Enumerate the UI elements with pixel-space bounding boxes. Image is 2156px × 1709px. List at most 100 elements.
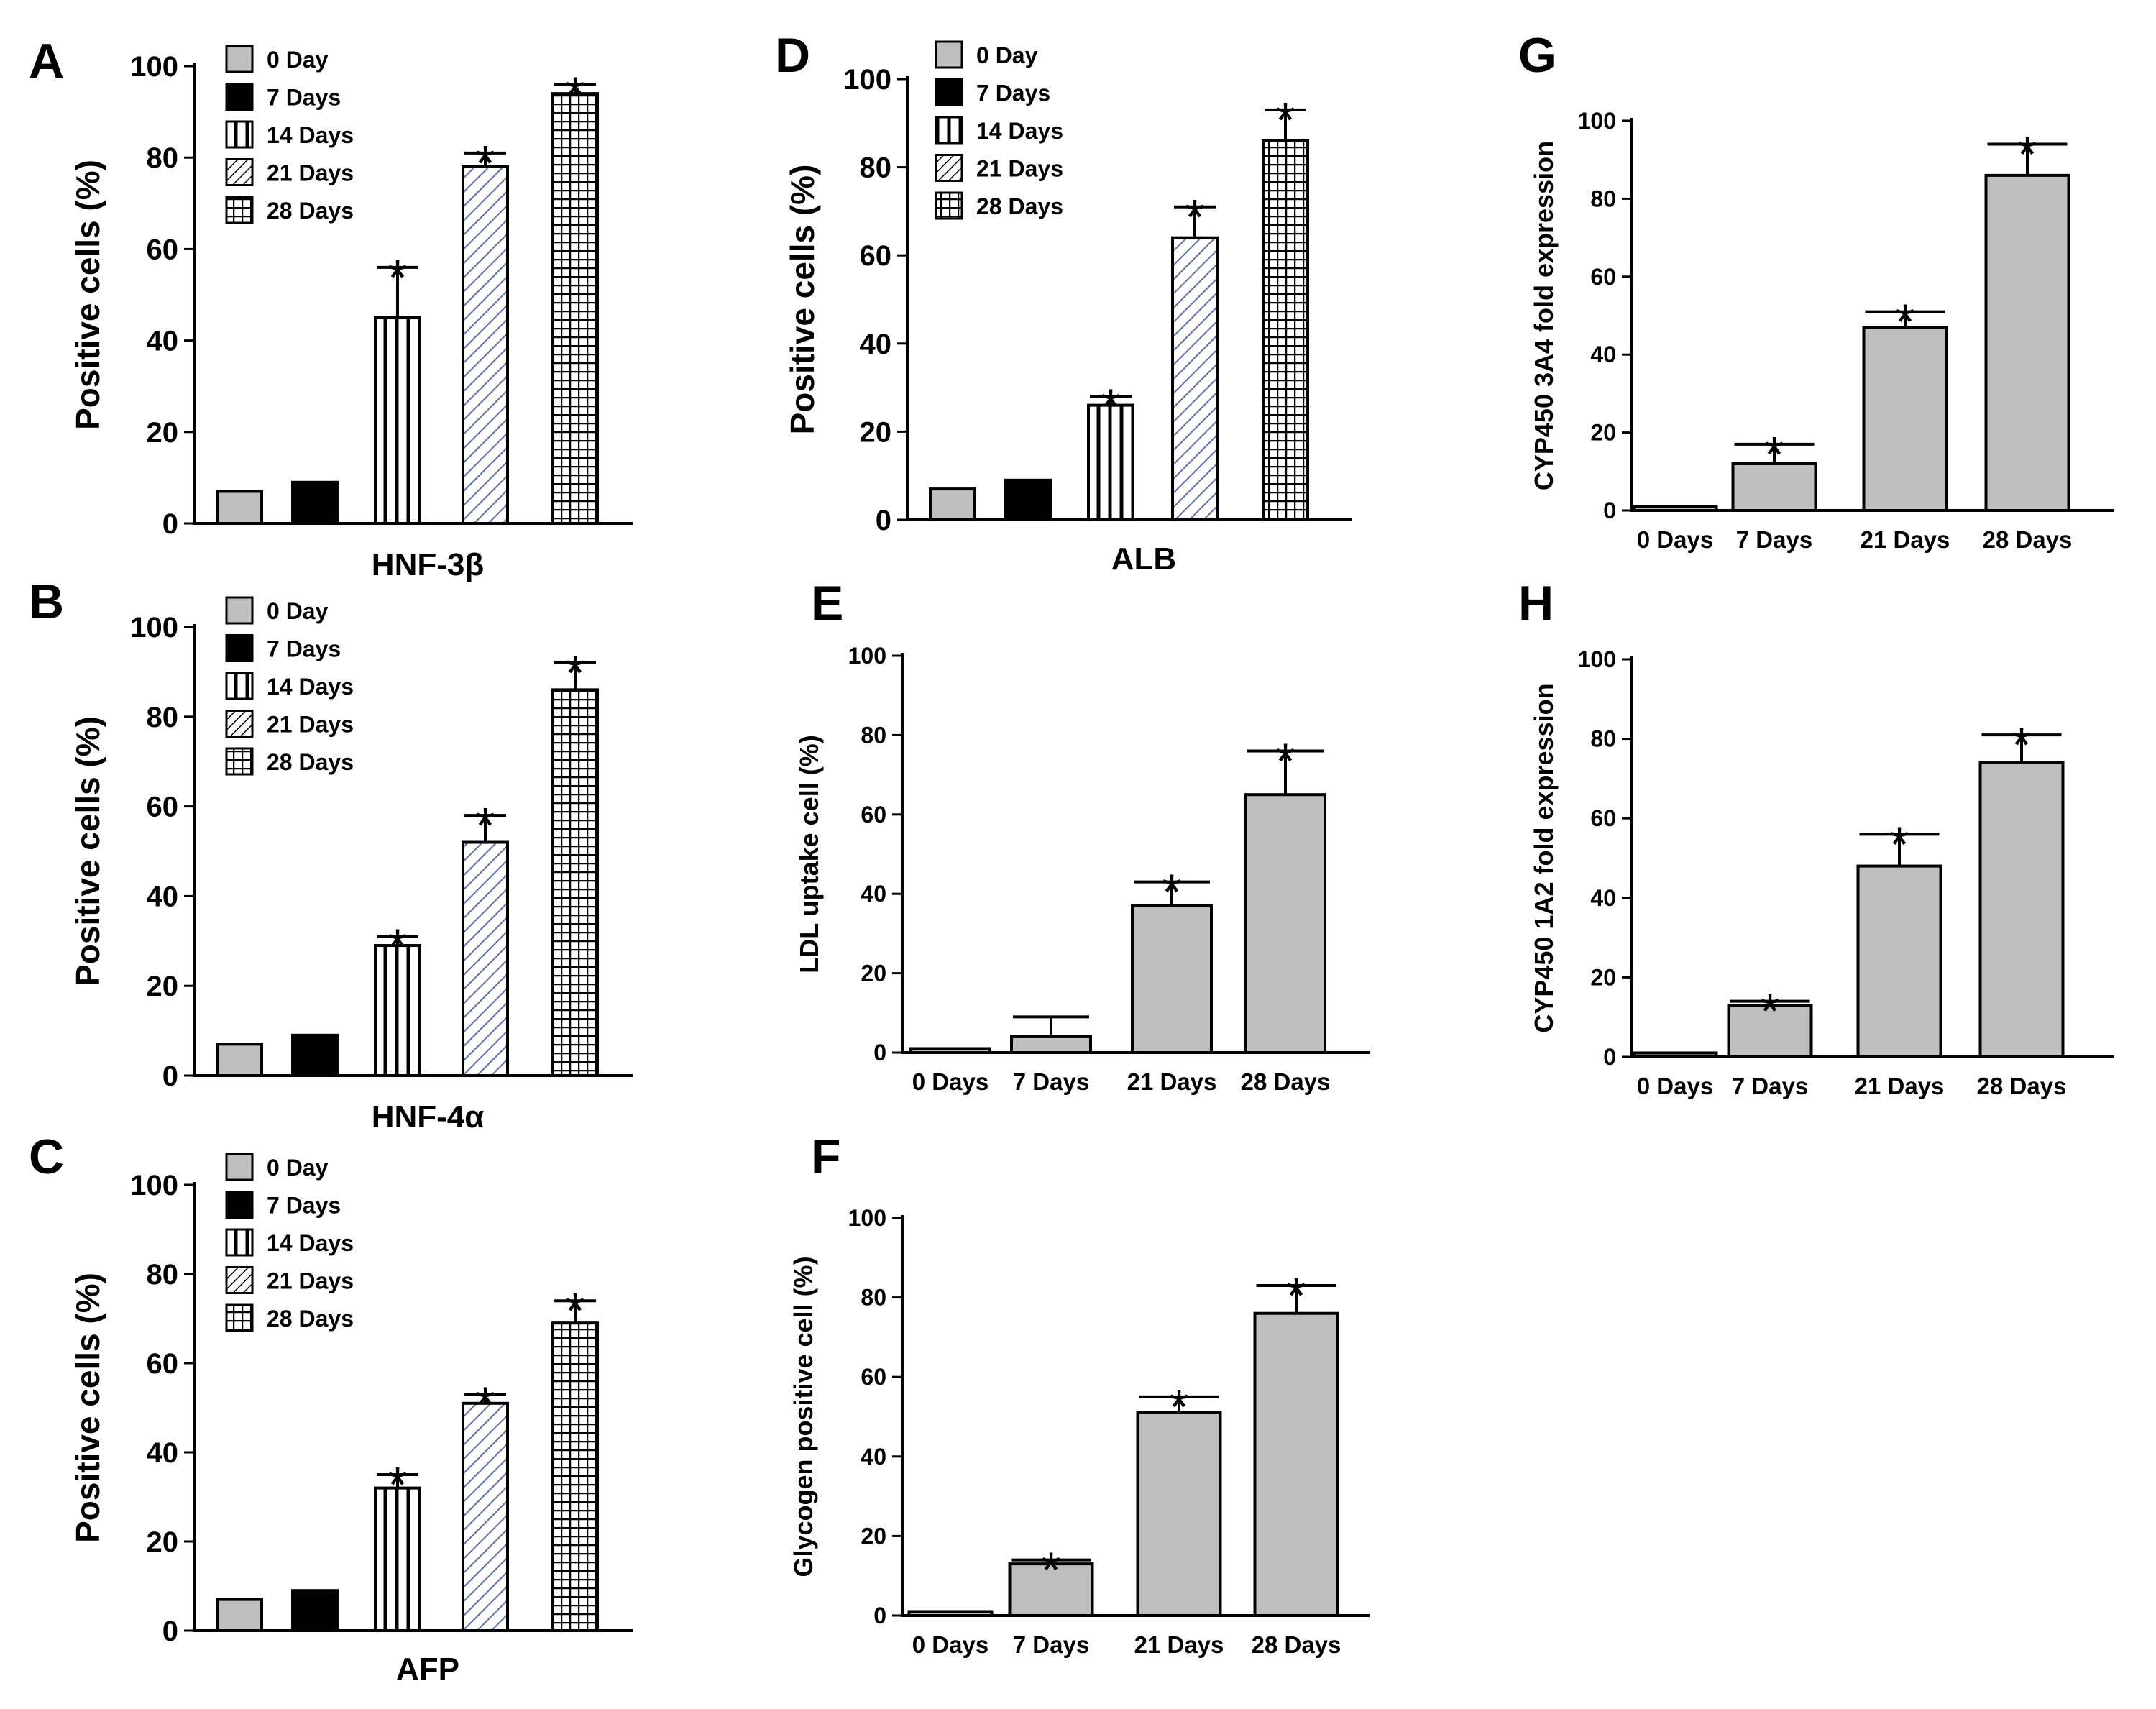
significance-star: * — [2011, 717, 2031, 773]
category-label: 21 Days — [1134, 1631, 1224, 1658]
legend-swatch — [935, 78, 963, 106]
bar-g-0 — [1632, 505, 1718, 513]
legend-label: 0 Day — [267, 598, 329, 624]
bar-b-2 — [374, 944, 421, 1078]
legend: 0 Day 7 Days 14 Days 21 Days 28 Days — [225, 45, 354, 224]
y-tick-label: 80 — [147, 142, 179, 174]
bar-h-2 — [1856, 864, 1942, 1059]
bar-a-1 — [291, 480, 339, 526]
panel-letter-d: D — [775, 28, 810, 83]
y-tick-label: 20 — [1590, 964, 1616, 990]
significance-star: * — [387, 249, 407, 306]
bar-a-0 — [216, 490, 263, 525]
bar-h-0 — [1632, 1051, 1718, 1058]
y-axis-label: Positive cells (%) — [784, 165, 821, 435]
chart-afp: 0 20 40 60 80 100 Positive cells (%) AFP * * * 0 Da… — [69, 1153, 633, 1687]
significance-star: * — [1764, 426, 1784, 482]
panel-letter-g: G — [1518, 28, 1556, 83]
legend-swatch — [225, 1153, 254, 1181]
y-axis-label: LDL uptake cell (%) — [794, 735, 824, 973]
legend-label: 0 Day — [267, 47, 329, 73]
bar-g-1 — [1731, 462, 1817, 513]
significance-star: * — [565, 645, 584, 701]
panel-letter-c: C — [29, 1130, 64, 1184]
y-tick-label: 40 — [147, 326, 179, 357]
bar-d-0 — [929, 487, 976, 522]
legend-swatch — [935, 191, 963, 220]
bar-g-2 — [1862, 326, 1948, 513]
category-label: 28 Days — [1241, 1068, 1331, 1095]
legend-swatch — [225, 634, 254, 662]
y-tick-label: 20 — [147, 1526, 179, 1558]
legend-label: 28 Days — [267, 198, 354, 224]
category-label: 7 Days — [1013, 1068, 1089, 1095]
y-tick-label: 60 — [147, 234, 179, 265]
legend-swatch — [225, 1191, 254, 1219]
legend-label: 21 Days — [267, 712, 354, 738]
category-label: 7 Days — [1732, 1073, 1808, 1099]
y-tick-label: 80 — [860, 152, 892, 184]
legend-label: 0 Day — [267, 1155, 329, 1181]
bar-d-4 — [1262, 139, 1309, 521]
legend-label: 7 Days — [267, 85, 341, 111]
y-tick-label: 80 — [861, 722, 886, 748]
significance-star: * — [387, 919, 407, 975]
legend-swatch — [225, 196, 254, 224]
significance-star: * — [1760, 984, 1779, 1040]
x-axis-label: HNF-3β — [372, 547, 484, 582]
y-tick-label: 40 — [861, 881, 886, 907]
category-label: 0 Days — [912, 1631, 988, 1658]
y-axis-label: Glycogen positive cell (%) — [789, 1256, 818, 1577]
legend-label: 14 Days — [976, 118, 1063, 144]
legend-label: 21 Days — [267, 1268, 354, 1294]
legend-swatch — [225, 596, 254, 625]
bar-c-2 — [374, 1486, 421, 1633]
y-tick-label: 40 — [860, 329, 892, 360]
bar-d-1 — [1004, 478, 1052, 522]
y-tick-label: 100 — [843, 64, 891, 96]
y-tick-label: 80 — [1590, 726, 1616, 752]
y-axis-label: CYP450 1A2 fold expression — [1529, 683, 1559, 1032]
significance-star: * — [2017, 127, 2037, 183]
legend-label: 14 Days — [267, 122, 354, 148]
legend: 0 Day 7 Days 14 Days 21 Days 28 Days — [935, 40, 1063, 220]
y-tick-label: 100 — [1578, 108, 1616, 134]
y-axis-label: Positive cells (%) — [69, 160, 106, 430]
panel-letter-b: B — [29, 574, 64, 629]
category-label: 28 Days — [1977, 1073, 2067, 1099]
category-label: 7 Days — [1013, 1631, 1089, 1658]
category-label: 28 Days — [1983, 526, 2073, 553]
panel-letter-f: F — [811, 1130, 841, 1184]
bar-d-2 — [1087, 403, 1134, 521]
y-tick-label: 0 — [873, 1040, 886, 1066]
category-label: 0 Days — [1637, 526, 1713, 553]
chart-hnf-3b: 0 20 40 60 80 100 Positive cells (%) HNF-3β * * * 0… — [69, 45, 633, 582]
chart-glycogen: 0 20 40 60 80 100 Glycogen positive cell (%) 0 … — [789, 1205, 1370, 1658]
significance-star: * — [475, 1376, 495, 1432]
y-tick-label: 40 — [1590, 885, 1616, 911]
y-tick-label: 60 — [147, 792, 179, 823]
y-tick-label: 60 — [1590, 264, 1616, 290]
significance-star: * — [1275, 733, 1295, 789]
legend: 0 Day 7 Days 14 Days 21 Days 28 Days — [225, 596, 354, 776]
significance-star: * — [1169, 1379, 1188, 1435]
chart-cyp450-3a4: 0 20 40 60 80 100 CYP450 3A4 fold expression 0 … — [1529, 108, 2114, 553]
bar-e-2 — [1131, 904, 1213, 1055]
y-tick-label: 0 — [1603, 498, 1616, 523]
y-tick-label: 0 — [162, 1616, 178, 1647]
y-tick-label: 100 — [848, 643, 886, 669]
category-label: 7 Days — [1736, 526, 1812, 553]
y-tick-label: 100 — [130, 1170, 178, 1201]
y-tick-label: 60 — [1590, 805, 1616, 831]
y-tick-label: 60 — [147, 1348, 179, 1380]
bar-f-2 — [1136, 1411, 1222, 1617]
legend: 0 Day 7 Days 14 Days 21 Days 28 Days — [225, 1153, 354, 1332]
y-tick-label: 100 — [130, 612, 178, 643]
y-tick-label: 20 — [1590, 420, 1616, 446]
bar-b-3 — [462, 840, 509, 1078]
bar-d-3 — [1171, 236, 1219, 521]
y-tick-label: 60 — [861, 1364, 886, 1390]
legend-swatch — [935, 40, 963, 69]
significance-star: * — [565, 1283, 584, 1339]
